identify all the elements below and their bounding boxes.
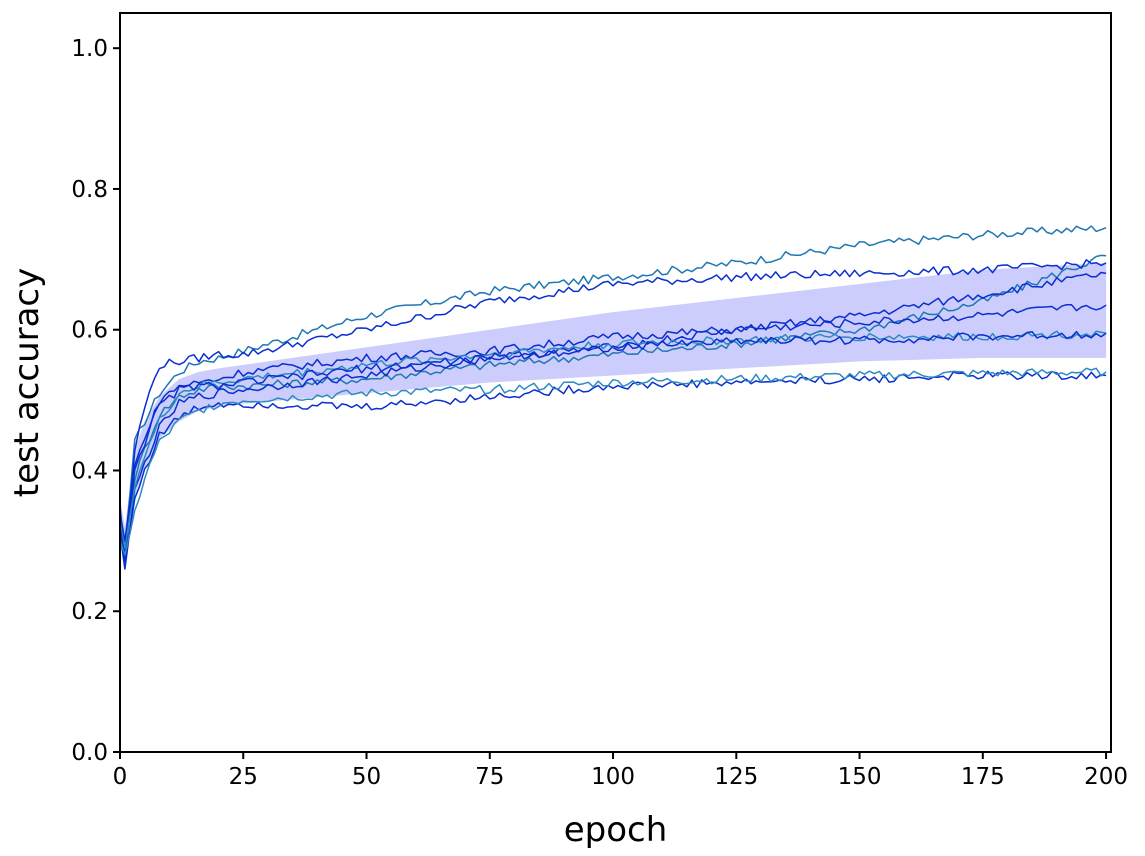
- plot-frame: [119, 12, 1112, 753]
- x-tick-label: 50: [352, 764, 381, 790]
- series-line-7: [119, 330, 1107, 542]
- x-tick-label: 200: [1084, 764, 1128, 790]
- x-tick-label: 125: [714, 764, 758, 790]
- x-tick-label: 0: [113, 764, 128, 790]
- x-tick-label: 25: [229, 764, 258, 790]
- series-line-1: [119, 225, 1107, 549]
- y-tick-label: 0.0: [71, 740, 108, 766]
- series-line-8: [119, 370, 1107, 563]
- series-line-6: [119, 330, 1107, 549]
- y-tick-label: 1.0: [71, 36, 108, 62]
- x-tick-label: 175: [961, 764, 1005, 790]
- series-line-9: [119, 367, 1107, 556]
- x-tick-label: 100: [591, 764, 635, 790]
- x-axis-ticks: 0 25 50 75 100 125 150 175 200: [113, 752, 1128, 790]
- series-line-4: [119, 271, 1107, 556]
- y-tick-label: 0.8: [71, 177, 108, 203]
- y-tick-label: 0.2: [71, 599, 108, 625]
- series-layer: [119, 225, 1107, 570]
- confidence-band: [120, 262, 1107, 562]
- y-tick-label: 0.6: [71, 318, 108, 344]
- x-tick-label: 75: [475, 764, 504, 790]
- x-tick-label: 150: [838, 764, 882, 790]
- y-axis-ticks: 0.0 0.2 0.4 0.6 0.8 1.0: [71, 36, 120, 766]
- series-line-3: [119, 259, 1107, 563]
- x-axis-title: epoch: [564, 810, 668, 850]
- y-tick-label: 0.4: [71, 458, 108, 484]
- confidence-band-layer: [120, 262, 1107, 562]
- y-axis-title: test accuracy: [7, 268, 47, 498]
